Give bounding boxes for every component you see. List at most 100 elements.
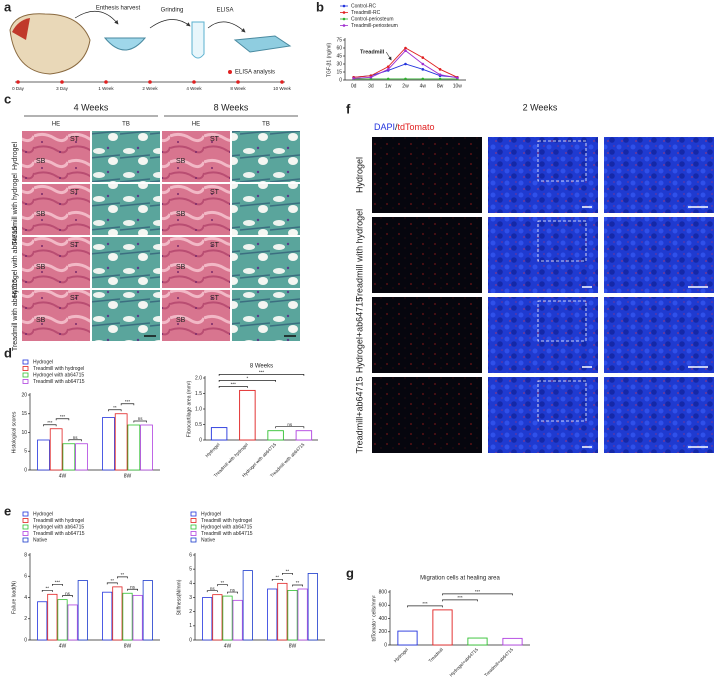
- step-label: Enthesis harvest: [96, 6, 141, 12]
- x-tick-label: 3d: [368, 83, 374, 89]
- panel-label: c: [4, 91, 11, 106]
- stain-label: TB: [122, 122, 130, 128]
- tissue-label: ST: [70, 242, 80, 249]
- y-tick-label: 2: [189, 609, 192, 615]
- legend-label: Hydrogel with ab64715: [33, 524, 84, 530]
- bar: [242, 570, 253, 641]
- histology-image: [22, 184, 90, 235]
- x-tick-label: 8w: [437, 83, 444, 89]
- y-tick-label: 75: [336, 37, 342, 43]
- x-tick-label: 4w: [420, 83, 427, 89]
- legend-label: Hydrogel with ab64715: [33, 372, 84, 378]
- stain-label: HE: [52, 122, 60, 128]
- arrow: [149, 19, 191, 29]
- legend-label: Treadmill-periosteum: [351, 23, 398, 29]
- histology-image: [162, 131, 230, 182]
- legend-swatch: [342, 17, 346, 21]
- histology-image: [22, 131, 90, 182]
- legend-swatch: [342, 4, 346, 8]
- legend-swatch: [190, 518, 197, 523]
- bar: [37, 601, 48, 641]
- bar: [267, 430, 284, 441]
- bar: [202, 597, 213, 641]
- fluorescence-image: [372, 137, 482, 213]
- timeline-label: 3 Day: [56, 86, 69, 91]
- legend-label: Native: [33, 537, 47, 543]
- zoom-box: [537, 140, 587, 182]
- legend-swatch: [22, 359, 29, 365]
- significance-label: **: [113, 405, 117, 410]
- row-label: Hydrogel+ab64715: [354, 297, 364, 373]
- significance-bracket: [282, 572, 293, 575]
- timeline-label: 0 Day: [12, 86, 25, 91]
- panel-title: 2 Weeks: [523, 102, 558, 112]
- tissue-label: ST: [70, 189, 80, 196]
- legend-swatch: [342, 11, 346, 14]
- y-tick-label: 800: [379, 589, 388, 595]
- legend-label: Hydrogel: [201, 511, 221, 517]
- significance-bracket: [442, 593, 513, 596]
- y-tick-label: 0: [24, 467, 27, 473]
- significance-label: ns: [287, 422, 293, 427]
- significance-bracket: [62, 595, 73, 598]
- significance-bracket: [218, 380, 276, 382]
- legend-swatch: [190, 511, 197, 517]
- data-point: [421, 68, 425, 71]
- legend-label: ELISA analysis: [235, 70, 275, 76]
- x-tick-label: 10w: [453, 83, 463, 89]
- stain-label: TB: [262, 122, 270, 128]
- legend-swatch: [22, 518, 29, 523]
- bar: [127, 424, 141, 471]
- tissue-label: SB: [176, 317, 186, 324]
- histology-image: [92, 237, 160, 288]
- data-point: [386, 65, 390, 68]
- y-tick-label: 3: [189, 595, 192, 601]
- zoom-box: [537, 380, 587, 422]
- significance-label: ns: [65, 591, 71, 596]
- significance-label: ***: [259, 370, 265, 375]
- significance-label: **: [276, 575, 280, 580]
- zoom-box: [537, 300, 587, 342]
- significance-label: ***: [231, 382, 237, 387]
- fluorescence-image: [372, 377, 482, 453]
- x-tick-label: 1w: [385, 83, 392, 89]
- legend-label: Treadmill with hydrogel: [201, 518, 252, 524]
- tissue-label: ST: [210, 295, 220, 302]
- tissue-label: SB: [36, 264, 46, 271]
- bar: [239, 389, 256, 441]
- timeline-dot: [148, 80, 152, 84]
- significance-label: ns: [138, 416, 144, 421]
- y-tick-label: 6: [24, 574, 27, 580]
- fluorescence-image: [488, 137, 598, 213]
- significance-bracket: [218, 386, 248, 388]
- significance-label: **: [46, 586, 50, 591]
- data-point: [369, 76, 373, 79]
- legend-swatch: [22, 537, 29, 543]
- row-label: Treadmill with hydrogel: [354, 209, 364, 301]
- legend-swatch: [22, 366, 29, 371]
- step-label: Grinding: [161, 8, 184, 14]
- bar: [287, 590, 298, 641]
- bar: [47, 593, 58, 641]
- x-tick-label: 8W: [124, 473, 132, 479]
- timeline-dot: [192, 80, 196, 84]
- column-title: 4 Weeks: [74, 102, 109, 112]
- significance-label: ns: [210, 586, 216, 591]
- significance-label: ***: [475, 589, 481, 594]
- y-tick-label: 4: [189, 581, 192, 587]
- significance-label: ***: [60, 414, 66, 419]
- y-tick-label: 600: [379, 603, 388, 609]
- histology-image: [22, 290, 90, 341]
- row-label: Treadmill with ab64715: [12, 279, 19, 351]
- data-point: [421, 62, 425, 66]
- histology-image: [22, 237, 90, 288]
- legend-swatch: [342, 24, 346, 27]
- step-label: ELISA: [216, 8, 233, 14]
- arrow: [74, 10, 119, 25]
- significance-label: ***: [55, 580, 61, 585]
- x-tick-label: 8W: [289, 643, 297, 649]
- legend-label: Treadmill with hydrogel: [33, 366, 84, 372]
- y-tick-label: 10: [21, 430, 27, 436]
- legend-label: Treadmill-RC: [351, 10, 381, 16]
- y-tick-label: 0: [384, 642, 387, 648]
